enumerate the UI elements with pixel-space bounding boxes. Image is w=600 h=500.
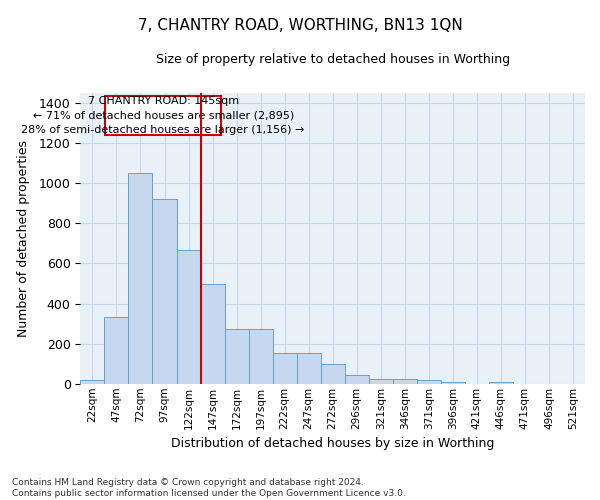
Bar: [369, 379, 393, 384]
Bar: [393, 380, 417, 384]
Bar: [320, 364, 345, 384]
Bar: [489, 382, 513, 384]
Title: Size of property relative to detached houses in Worthing: Size of property relative to detached ho…: [155, 52, 510, 66]
Bar: [104, 316, 128, 384]
Bar: [441, 382, 465, 384]
Bar: [296, 352, 320, 384]
FancyBboxPatch shape: [105, 96, 221, 135]
Bar: [248, 328, 272, 384]
Text: 7 CHANTRY ROAD: 145sqm
← 71% of detached houses are smaller (2,895)
28% of semi-: 7 CHANTRY ROAD: 145sqm ← 71% of detached…: [22, 96, 305, 136]
X-axis label: Distribution of detached houses by size in Worthing: Distribution of detached houses by size …: [171, 437, 494, 450]
Bar: [200, 284, 224, 384]
Bar: [80, 380, 104, 384]
Y-axis label: Number of detached properties: Number of detached properties: [17, 140, 31, 337]
Bar: [128, 174, 152, 384]
Bar: [417, 380, 441, 384]
Text: 7, CHANTRY ROAD, WORTHING, BN13 1QN: 7, CHANTRY ROAD, WORTHING, BN13 1QN: [137, 18, 463, 32]
Bar: [272, 352, 296, 384]
Bar: [152, 200, 176, 384]
Bar: [176, 250, 200, 384]
Bar: [345, 374, 369, 384]
Bar: [224, 328, 248, 384]
Text: Contains HM Land Registry data © Crown copyright and database right 2024.
Contai: Contains HM Land Registry data © Crown c…: [12, 478, 406, 498]
